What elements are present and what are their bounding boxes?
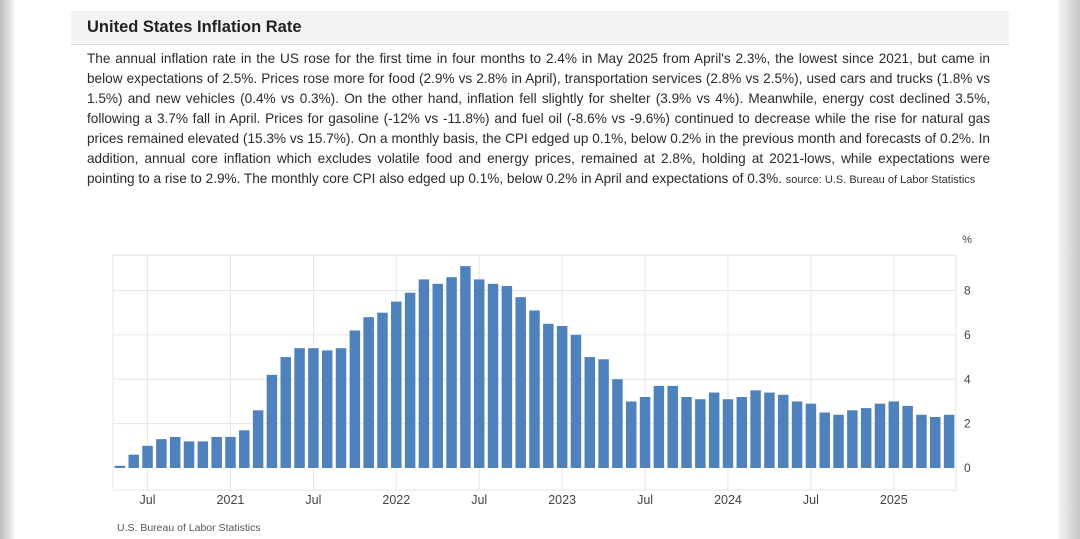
bar: Oct 2022: 7.7% [515, 297, 526, 468]
bar: Feb 2024: 3.2% [736, 397, 748, 468]
bar: Feb 2022: 7.9% [404, 292, 416, 468]
bar: Jul 2022: 8.5% [473, 279, 485, 468]
description-text: The annual inflation rate in the US rose… [87, 51, 990, 186]
page-edge-right [1058, 0, 1080, 539]
bar: Feb 2023: 6% [570, 334, 582, 469]
page-edge-left [0, 0, 14, 539]
description-paragraph: The annual inflation rate in the US rose… [87, 49, 990, 190]
bar: Jan 2024: 3.1% [722, 399, 734, 468]
bar: Aug 2022: 8.3% [487, 283, 499, 468]
chart-bars: May 2020: 0.1%Jun 2020: 0.6%Jul 2020: 1%… [114, 266, 955, 469]
bar: Mar 2021: 2.6% [252, 410, 264, 468]
bar: Jun 2021: 5.4% [294, 348, 305, 468]
footer-source: U.S. Bureau of Labor Statistics [117, 522, 261, 534]
bar: Jun 2020: 0.6% [128, 454, 139, 468]
bar: May 2020: 0.1% [114, 465, 126, 468]
bar: Jan 2025: 3% [888, 401, 900, 468]
bar: Aug 2021: 5.3% [321, 350, 333, 468]
bar: Jan 2021: 1.4% [225, 436, 236, 468]
bar: Feb 2021: 1.7% [239, 430, 250, 468]
x-tick-label: 2021 [217, 493, 245, 507]
bar: Oct 2020: 1.2% [183, 441, 195, 469]
inline-source: source: U.S. Bureau of Labor Statistics [785, 174, 976, 186]
bar: Sep 2023: 3.7% [667, 385, 678, 468]
bar: Nov 2021: 6.8% [363, 317, 374, 469]
bar: Aug 2024: 2.5% [819, 412, 830, 468]
bar: May 2025: 2.4% [943, 414, 955, 468]
bar: Sep 2022: 8.2% [501, 286, 513, 468]
y-axis-unit-label: % [962, 234, 972, 246]
y-tick-label: 4 [964, 372, 971, 386]
bar: Oct 2023: 3.2% [681, 397, 692, 468]
bar: Nov 2023: 3.1% [695, 399, 706, 468]
bar: Oct 2021: 6.2% [349, 330, 361, 468]
x-tick-label: Jul [803, 493, 819, 507]
bar: Jun 2023: 3% [625, 401, 637, 468]
x-tick-label: Jul [305, 493, 321, 507]
x-tick-label: Jul [140, 493, 156, 507]
bar: Sep 2021: 5.4% [335, 348, 347, 468]
title-bar: United States Inflation Rate [71, 11, 1009, 45]
bar: Dec 2023: 3.4% [708, 392, 720, 468]
bar: Oct 2024: 2.6% [847, 410, 858, 468]
bar: May 2023: 4% [612, 379, 623, 468]
bar: Mar 2024: 3.5% [750, 390, 761, 468]
bar: May 2022: 8.6% [446, 277, 457, 468]
bar: Mar 2025: 2.4% [916, 414, 927, 468]
bar: Jul 2024: 2.9% [805, 403, 817, 468]
bar: Nov 2020: 1.2% [197, 441, 209, 469]
bar: Feb 2025: 2.8% [902, 405, 913, 468]
page-title: United States Inflation Rate [87, 18, 302, 36]
x-tick-label: 2022 [382, 493, 410, 507]
bar: Mar 2023: 5% [584, 357, 596, 468]
bar: May 2021: 5% [280, 357, 291, 468]
y-tick-label: 8 [964, 284, 971, 298]
bar: Jul 2021: 5.4% [308, 348, 319, 468]
bar: Dec 2021: 7% [377, 312, 388, 468]
y-tick-label: 6 [964, 328, 971, 342]
bar: Dec 2022: 6.5% [543, 323, 554, 468]
x-tick-label: Jul [471, 493, 487, 507]
x-tick-label: Jul [637, 493, 653, 507]
plot-frame [112, 254, 957, 491]
bar: Jan 2023: 6.4% [556, 326, 568, 468]
x-tick-label: 2023 [548, 493, 576, 507]
bar: Apr 2024: 3.4% [764, 392, 775, 468]
bar: Mar 2022: 8.5% [418, 279, 430, 468]
bar: Apr 2022: 8.3% [432, 283, 444, 468]
y-axis-ticks: 0 2 4 6 8 [964, 284, 971, 476]
y-tick-label: 2 [964, 417, 971, 431]
bar: Nov 2024: 2.7% [860, 408, 872, 468]
bar: Jan 2022: 7.5% [391, 301, 402, 468]
bar: Jun 2024: 3% [791, 401, 803, 468]
bar: Aug 2020: 1.3% [156, 439, 167, 468]
bar: Apr 2021: 4.2% [266, 374, 278, 468]
x-tick-label: 2024 [714, 493, 742, 507]
bar: Jul 2020: 1% [142, 445, 153, 468]
bar: Sep 2024: 2.4% [833, 414, 844, 468]
bar: Apr 2023: 4.9% [598, 359, 609, 468]
bar: Aug 2023: 3.7% [653, 385, 665, 468]
y-tick-label: 0 [964, 461, 971, 475]
bar: May 2024: 3.3% [778, 394, 789, 468]
x-axis-ticks: Jul 2021 Jul 2022 Jul 2023 Jul 2024 Jul 2025 [140, 493, 908, 507]
bar: Sep 2020: 1.4% [169, 436, 181, 468]
bar: Jun 2022: 9.1% [460, 266, 471, 468]
bar: Jul 2023: 3.2% [639, 397, 651, 468]
bar: Apr 2025: 2.3% [930, 416, 941, 468]
x-tick-label: 2025 [880, 493, 908, 507]
bar: Nov 2022: 7.1% [529, 310, 540, 468]
bar: Dec 2020: 1.4% [211, 436, 222, 468]
bar: Dec 2024: 2.9% [874, 403, 886, 468]
